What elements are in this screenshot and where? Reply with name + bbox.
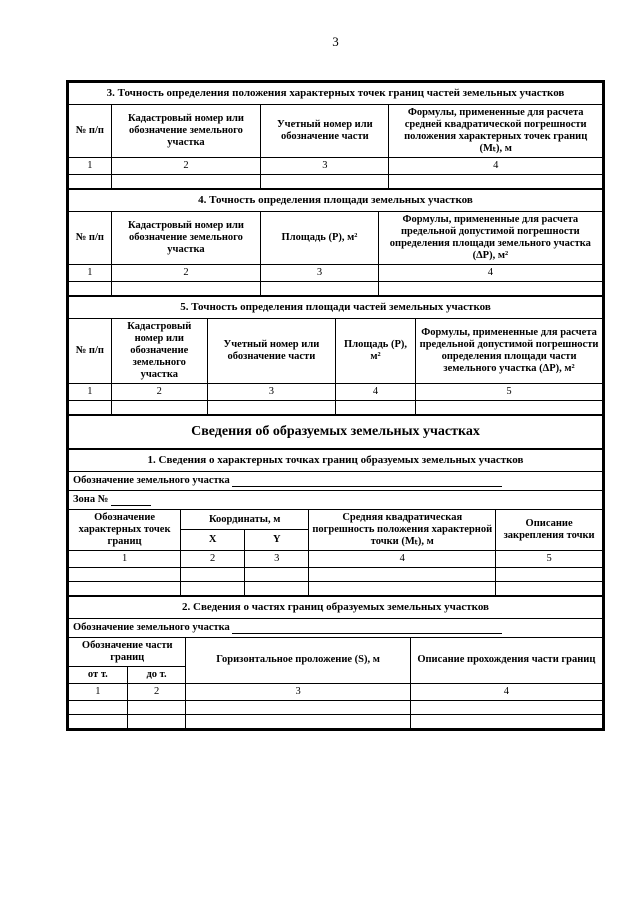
t5-num-4: 5: [416, 383, 603, 400]
s1-col-4: Средняя квадратическая погрешность полож…: [309, 509, 496, 550]
document-body: 3. Точность определения положения характ…: [66, 80, 605, 731]
s1-zone: Зона №: [73, 494, 108, 505]
t4-col-3: Формулы, примененные для расчета предель…: [378, 211, 602, 264]
s2-num-2: 3: [186, 683, 410, 700]
t4-num-3: 4: [378, 264, 602, 281]
blank-line: [111, 496, 151, 506]
s2-col-0: Обозначение части границ: [69, 637, 186, 666]
t5-col-3: Площадь (P), м²: [335, 318, 415, 383]
s1-col-1: Координаты, м: [181, 509, 309, 530]
t4-title: 4. Точность определения площади земельны…: [69, 189, 603, 211]
t4-col-1: Кадастровый номер или обозначение земель…: [111, 211, 261, 264]
blank-line: [232, 624, 502, 634]
t3-col-3: Формулы, примененные для расчета средней…: [389, 104, 603, 157]
s1-num-1: 2: [181, 550, 245, 567]
t5-col-4: Формулы, примененные для расчета предель…: [416, 318, 603, 383]
section-1: 1. Сведения о характерных точках границ …: [68, 449, 603, 596]
t5-col-0: № п/п: [69, 318, 112, 383]
s1-num-2: 3: [245, 550, 309, 567]
t4-num-1: 2: [111, 264, 261, 281]
s2-num-3: 4: [410, 683, 602, 700]
s1-col-y: Y: [245, 530, 309, 551]
t5-num-2: 3: [207, 383, 335, 400]
table-5: 5. Точность определения площади частей з…: [68, 296, 603, 415]
t5-col-2: Учетный номер или обозначение части: [207, 318, 335, 383]
t5-num-0: 1: [69, 383, 112, 400]
s2-col-4: Описание прохождения части границ: [410, 637, 602, 683]
s1-col-5: Описание закрепления точки: [496, 509, 603, 550]
s1-col-0: Обозначение характерных точек границ: [69, 509, 181, 550]
s2-num-1: 2: [127, 683, 186, 700]
s2-num-0: 1: [69, 683, 128, 700]
t3-col-2: Учетный номер или обозначение части: [261, 104, 389, 157]
table-4: 4. Точность определения площади земельны…: [68, 189, 603, 296]
main-section: Сведения об образуемых земельных участка…: [68, 415, 603, 449]
page-number: 3: [66, 34, 605, 50]
t5-title: 5. Точность определения площади частей з…: [69, 296, 603, 318]
t3-num-1: 2: [111, 157, 261, 174]
s1-num-4: 5: [496, 550, 603, 567]
main-title: Сведения об образуемых земельных участка…: [69, 415, 603, 448]
t5-num-3: 4: [335, 383, 415, 400]
t3-col-0: № п/п: [69, 104, 112, 157]
t3-title: 3. Точность определения положения характ…: [69, 83, 603, 105]
t3-num-2: 3: [261, 157, 389, 174]
s2-label-row: Обозначение земельного участка: [69, 618, 603, 637]
t5-col-1: Кадастровый номер или обозначение земель…: [111, 318, 207, 383]
s1-zone-row: Зона №: [69, 490, 603, 509]
t3-col-1: Кадастровый номер или обозначение земель…: [111, 104, 261, 157]
t3-num-0: 1: [69, 157, 112, 174]
s1-label-row: Обозначение земельного участка: [69, 471, 603, 490]
section-2: 2. Сведения о частях границ образуемых з…: [68, 596, 603, 729]
s2-col-to: до т.: [127, 666, 186, 683]
s2-title: 2. Сведения о частях границ образуемых з…: [69, 597, 603, 619]
t4-col-0: № п/п: [69, 211, 112, 264]
t4-num-0: 1: [69, 264, 112, 281]
s1-title: 1. Сведения о характерных точках границ …: [69, 450, 603, 472]
t4-col-2: Площадь (P), м²: [261, 211, 378, 264]
t3-num-3: 4: [389, 157, 603, 174]
s1-num-0: 1: [69, 550, 181, 567]
s2-col-3: Горизонтальное проложение (S), м: [186, 637, 410, 683]
blank-line: [232, 477, 502, 487]
s2-col-from: от т.: [69, 666, 128, 683]
t5-num-1: 2: [111, 383, 207, 400]
t4-num-2: 3: [261, 264, 378, 281]
s1-col-x: X: [181, 530, 245, 551]
s1-num-3: 4: [309, 550, 496, 567]
table-3: 3. Точность определения положения характ…: [68, 82, 603, 189]
s2-label: Обозначение земельного участка: [73, 622, 230, 633]
s1-label: Обозначение земельного участка: [73, 475, 230, 486]
